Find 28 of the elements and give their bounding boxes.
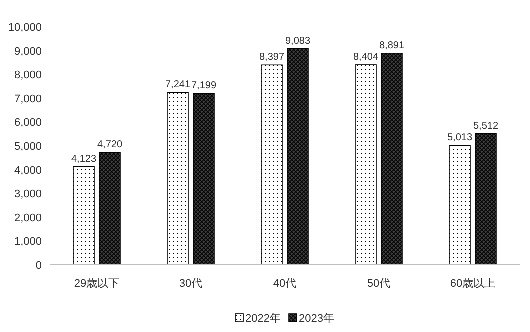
x-tick-label: 40代 (273, 278, 297, 290)
data-label: 4,720 (97, 140, 123, 151)
data-label: 7,241 (165, 80, 191, 91)
y-tick-label: 8,000 (14, 70, 42, 82)
data-label: 8,404 (353, 52, 379, 63)
x-tick-label: 60歳以上 (450, 277, 496, 290)
x-tick-label: 30代 (179, 278, 203, 290)
y-tick-label: 2,000 (14, 212, 42, 224)
data-label: 8,891 (379, 40, 405, 52)
data-label: 5,013 (447, 132, 473, 144)
y-tick-label: 5,000 (14, 141, 42, 153)
x-tick-label: 29歳以下 (74, 277, 120, 290)
data-label: 4,123 (71, 154, 97, 165)
legend-label: 2022年 (246, 313, 281, 325)
y-tick-label: 1,000 (14, 236, 42, 248)
y-tick-label: 4,000 (14, 164, 42, 177)
y-tick-label: 9,000 (14, 46, 42, 58)
legend-label: 2023年 (299, 313, 334, 325)
y-tick-label: 6,000 (14, 117, 42, 130)
y-tick-label: 10,000 (8, 22, 42, 34)
data-label: 8,397 (259, 52, 285, 64)
data-label: 5,512 (473, 120, 499, 132)
y-tick-label: 7,000 (14, 93, 42, 106)
x-tick-label: 50代 (367, 278, 391, 290)
data-label: 7,199 (191, 80, 217, 92)
y-tick-label: 0 (36, 260, 42, 272)
y-tick-label: 3,000 (14, 188, 42, 201)
data-label: 9,083 (285, 36, 311, 47)
